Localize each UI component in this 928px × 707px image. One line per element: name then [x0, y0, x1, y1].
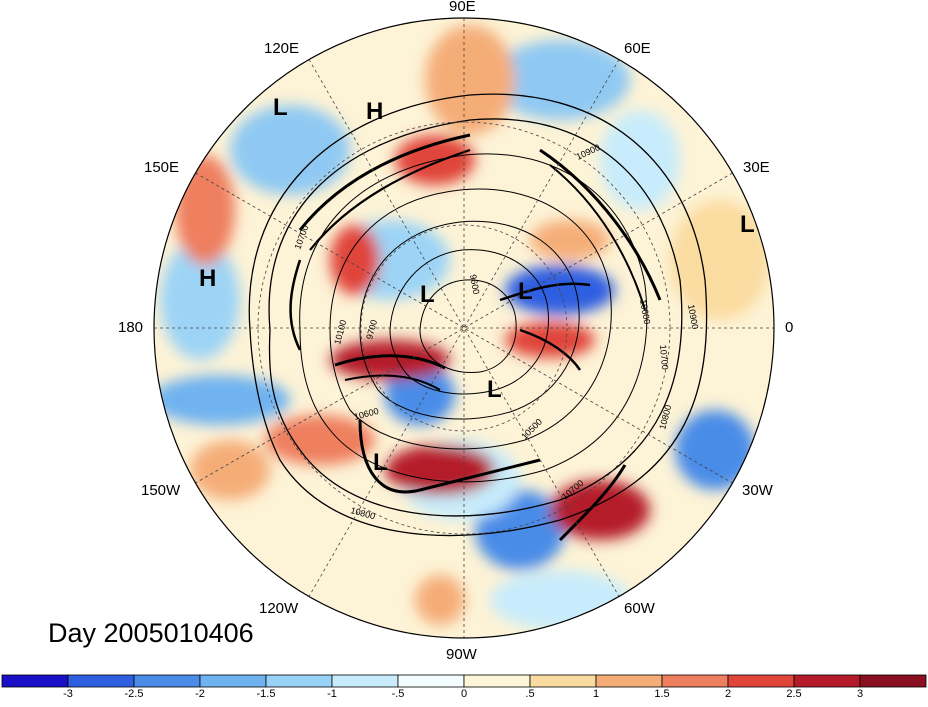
low-center: L [420, 281, 435, 308]
lon-label-120e: 120E [264, 40, 300, 57]
colorbar-tick-label: .5 [525, 688, 535, 700]
pressure-centers: L H L H L L L L [199, 94, 755, 476]
colorbar-swatch [199, 674, 267, 688]
colorbar-tick-label: 3 [856, 688, 864, 700]
low-center: L [273, 94, 288, 121]
height-contours [248, 93, 708, 542]
contour-label: 10900 [686, 304, 700, 330]
lon-label-150e: 150E [144, 159, 180, 176]
lon-label-150w: 150W [141, 482, 181, 499]
low-center: L [518, 278, 533, 305]
anomaly-field [154, 18, 774, 638]
colorbar-swatch [727, 674, 795, 688]
lon-label-30w: 30W [742, 482, 773, 499]
lon-label-60e: 60E [624, 40, 651, 57]
colorbar-swatch [463, 674, 531, 688]
colorbar-swatch [1, 674, 69, 688]
lon-label-30e: 30E [743, 159, 770, 176]
colorbar-tick-label: 2.5 [786, 688, 802, 700]
colorbar-swatch [397, 674, 465, 688]
high-center: H [366, 98, 383, 125]
low-center: L [487, 376, 502, 403]
colorbar-tick-label: -3 [63, 688, 73, 700]
colorbar-swatch [529, 674, 597, 688]
map-title: Day 2005010406 [48, 618, 254, 648]
lon-label-90e: 90E [449, 0, 476, 15]
colorbar-swatch [133, 674, 201, 688]
lon-label-180: 180 [118, 319, 144, 336]
colorbar-tick-label: -.5 [391, 688, 405, 700]
colorbar-tick-label: 1 [592, 688, 600, 700]
map-boundary [153, 17, 775, 639]
lon-label-0: 0 [785, 319, 794, 336]
colorbar [1, 674, 927, 688]
low-center: L [740, 211, 755, 238]
lon-label-60w: 60W [624, 600, 655, 617]
colorbar-swatch [859, 674, 927, 688]
colorbar-tick-label: 0 [460, 688, 468, 700]
lon-label-120w: 120W [259, 600, 299, 617]
colorbar-tick-label: 1.5 [654, 688, 670, 700]
colorbar-tick-label: -2 [195, 688, 205, 700]
colorbar-swatch [67, 674, 135, 688]
contour-label: 10600 [638, 299, 652, 325]
colorbar-swatch [331, 674, 399, 688]
colorbar-tick-label: -1.5 [256, 688, 276, 700]
colorbar-swatch [793, 674, 861, 688]
colorbar-swatch [595, 674, 663, 688]
contour-label: 9600 [468, 274, 481, 295]
colorbar-swatch [265, 674, 333, 688]
colorbar-tick-label: 2 [724, 688, 732, 700]
high-center: H [199, 265, 216, 292]
contour-label: 10700 [658, 344, 670, 370]
low-center: L [373, 449, 388, 476]
graticule [154, 18, 774, 638]
colorbar-swatch [661, 674, 729, 688]
colorbar-tick-label: -2.5 [124, 688, 144, 700]
lon-label-90w: 90W [446, 646, 477, 663]
colorbar-tick-label: -1 [327, 688, 337, 700]
